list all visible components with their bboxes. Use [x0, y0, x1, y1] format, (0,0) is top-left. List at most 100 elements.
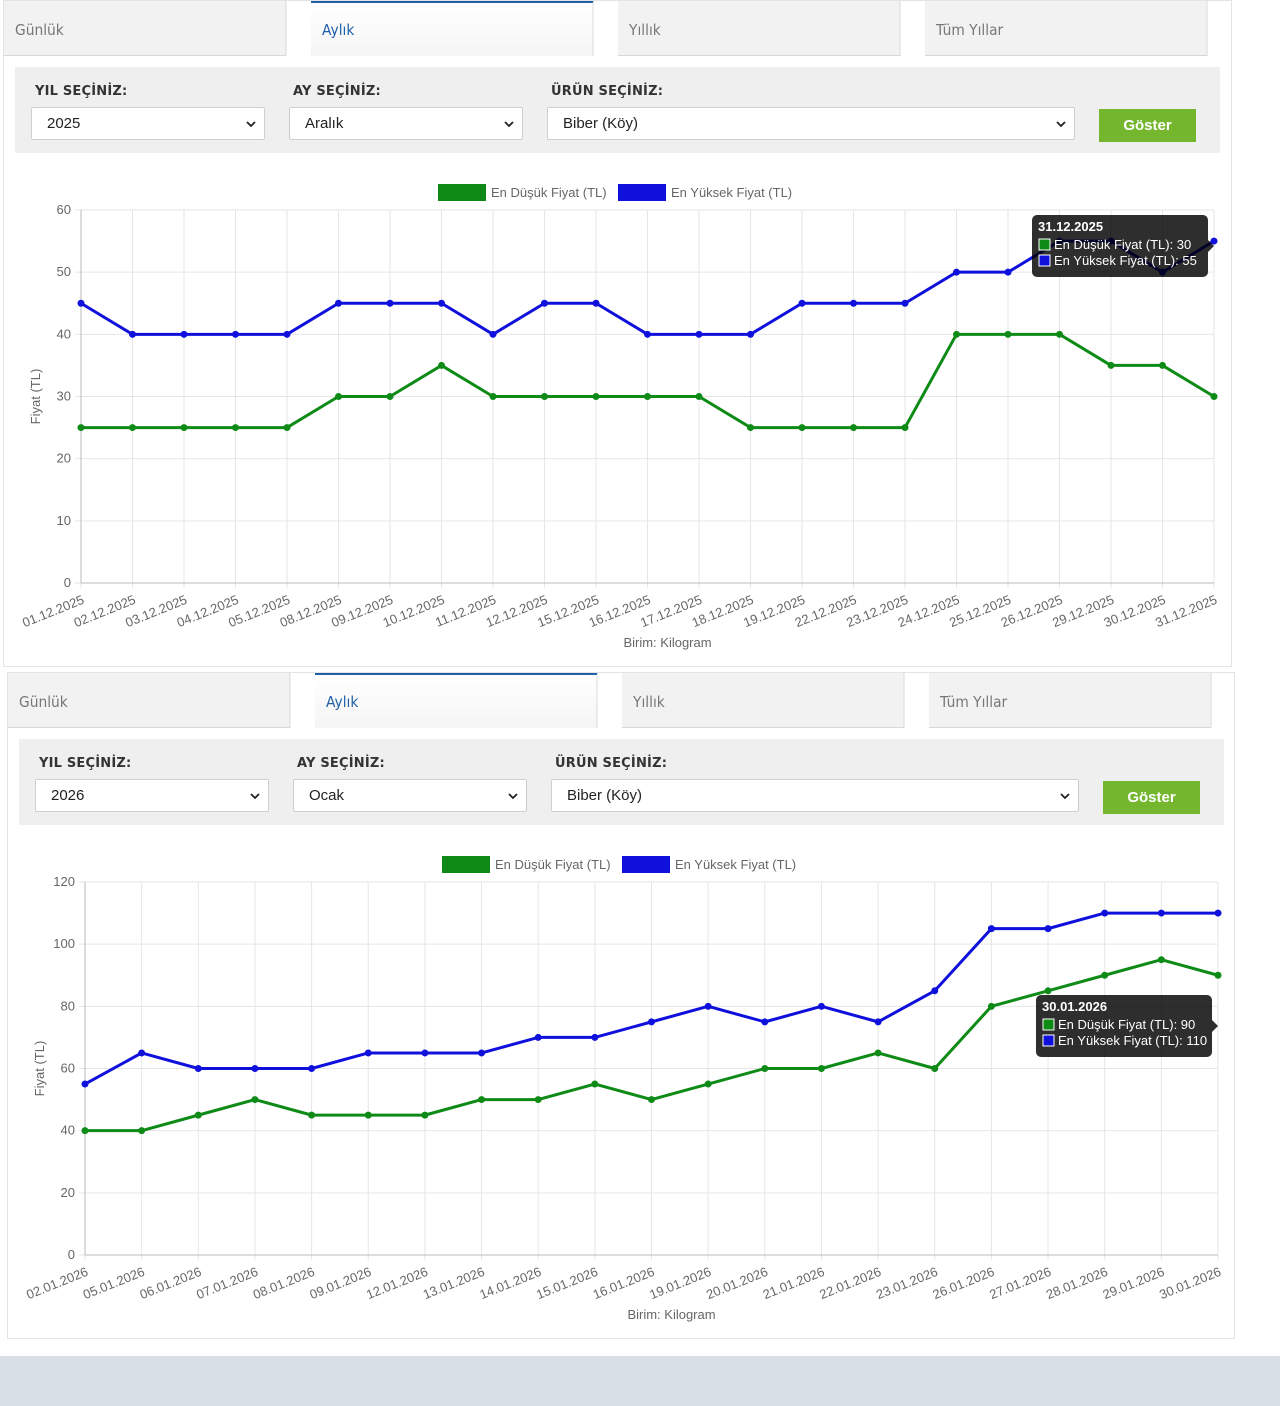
data-point-1: [478, 1049, 486, 1057]
y-axis-title: Fiyat (TL): [32, 1041, 47, 1097]
tooltip-swatch-1: [1038, 254, 1051, 267]
data-point-0: [1056, 330, 1063, 338]
year-label: YIL SEÇİNİZ:: [39, 756, 132, 771]
year-select[interactable]: 2025: [31, 107, 265, 140]
y-tick-label: 20: [61, 1185, 75, 1200]
data-point-0: [335, 393, 342, 400]
data-point-0: [1004, 330, 1012, 338]
tooltip-swatch-0: [1038, 238, 1051, 251]
tab-daily[interactable]: Günlük: [8, 673, 291, 728]
tooltip-line-1: En Yüksek Fiyat (TL): 55: [1054, 253, 1197, 268]
x-tick-label: 20.01.2026: [704, 1264, 770, 1302]
price-panel-january: Günlük Aylık Yıllık Tüm Yıllar YIL SEÇİN…: [7, 672, 1235, 1339]
x-tick-label: 06.01.2026: [137, 1264, 203, 1302]
data-point-0: [704, 1080, 712, 1088]
x-tick-label: 16.01.2026: [591, 1264, 657, 1302]
period-tabs: Günlük Aylık Yıllık Tüm Yıllar: [8, 673, 1236, 728]
legend-swatch-0: [442, 856, 490, 873]
data-point-0: [283, 424, 291, 432]
year-label: YIL SEÇİNİZ:: [35, 84, 128, 99]
tooltip-swatch-0: [1042, 1018, 1055, 1031]
month-select-value: Ocak: [309, 787, 345, 804]
y-tick-label: 0: [64, 575, 71, 590]
data-point-0: [81, 1127, 89, 1135]
show-button[interactable]: Göster: [1103, 781, 1200, 814]
data-point-0: [592, 393, 600, 400]
x-tick-label: 19.01.2026: [647, 1264, 713, 1302]
data-point-1: [438, 299, 445, 307]
data-point-1: [695, 330, 703, 338]
data-point-1: [850, 299, 857, 307]
tab-monthly[interactable]: Aylık: [311, 1, 594, 56]
data-point-1: [1044, 925, 1052, 933]
data-point-1: [1004, 268, 1012, 276]
tooltip-caret: [1212, 1020, 1218, 1032]
tab-yearly[interactable]: Yıllık: [618, 1, 901, 56]
product-select[interactable]: Biber (Köy): [547, 107, 1075, 140]
data-point-1: [987, 925, 995, 933]
product-select[interactable]: Biber (Köy): [551, 779, 1079, 812]
data-point-1: [283, 330, 291, 338]
legend-swatch-1: [622, 856, 670, 873]
data-point-1: [644, 330, 651, 338]
data-point-0: [308, 1111, 316, 1119]
x-axis-title: Birim: Kilogram: [627, 1307, 715, 1322]
x-tick-label: 30.01.2026: [1157, 1264, 1223, 1302]
data-point-1: [81, 1080, 89, 1088]
x-tick-label: 26.01.2026: [931, 1264, 997, 1302]
year-select[interactable]: 2026: [35, 779, 269, 812]
x-tick-label: 29.01.2026: [1101, 1264, 1167, 1302]
year-select-value: 2026: [51, 787, 85, 804]
data-point-1: [704, 1002, 712, 1010]
data-point-0: [798, 424, 806, 432]
filter-bar: YIL SEÇİNİZ: 2026 AY SEÇİNİZ: Ocak ÜRÜN …: [19, 739, 1224, 825]
show-button[interactable]: Göster: [1099, 109, 1196, 142]
data-point-0: [489, 393, 497, 400]
x-tick-label: 09.01.2026: [307, 1264, 373, 1302]
data-point-0: [591, 1080, 599, 1088]
tab-all-years[interactable]: Tüm Yıllar: [925, 1, 1208, 56]
data-point-0: [1101, 971, 1109, 979]
data-point-1: [1214, 909, 1222, 917]
tooltip-line-0: En Düşük Fiyat (TL): 30: [1054, 237, 1191, 252]
data-point-1: [541, 299, 548, 307]
y-tick-label: 50: [57, 264, 71, 279]
page-footer-background: [0, 1356, 1280, 1406]
data-point-1: [953, 268, 960, 276]
x-tick-label: 13.01.2026: [421, 1264, 487, 1302]
tab-all-years[interactable]: Tüm Yıllar: [929, 673, 1212, 728]
x-tick-label: 27.01.2026: [987, 1264, 1053, 1302]
data-point-0: [1044, 987, 1052, 995]
tab-daily[interactable]: Günlük: [4, 1, 287, 56]
x-tick-label: 23.01.2026: [874, 1264, 940, 1302]
filter-bar: YIL SEÇİNİZ: 2025 AY SEÇİNİZ: Aralık ÜRÜ…: [15, 67, 1220, 153]
x-axis-title: Birim: Kilogram: [623, 635, 711, 650]
data-point-1: [335, 299, 342, 307]
data-point-0: [1159, 361, 1166, 369]
y-tick-label: 40: [61, 1123, 75, 1138]
month-select[interactable]: Ocak: [293, 779, 527, 812]
month-select-value: Aralık: [305, 115, 344, 132]
tab-yearly[interactable]: Yıllık: [622, 673, 905, 728]
chevron-down-icon: [1056, 121, 1066, 128]
data-point-0: [850, 424, 857, 432]
month-select[interactable]: Aralık: [289, 107, 523, 140]
data-point-0: [438, 361, 445, 369]
data-point-0: [817, 1065, 825, 1072]
year-select-value: 2025: [47, 115, 81, 132]
tab-monthly[interactable]: Aylık: [315, 673, 598, 728]
legend-swatch-1: [618, 184, 666, 201]
data-point-0: [180, 424, 188, 432]
legend-label-0: En Düşük Fiyat (TL): [491, 185, 607, 200]
x-tick-label: 15.01.2026: [534, 1264, 600, 1302]
tooltip-title: 30.01.2026: [1042, 999, 1107, 1014]
data-point-1: [817, 1002, 825, 1010]
data-point-1: [386, 299, 394, 307]
chevron-down-icon: [246, 121, 256, 128]
data-point-1: [761, 1018, 769, 1026]
data-point-1: [251, 1065, 259, 1072]
y-tick-label: 0: [68, 1247, 75, 1262]
product-select-value: Biber (Köy): [567, 787, 643, 804]
